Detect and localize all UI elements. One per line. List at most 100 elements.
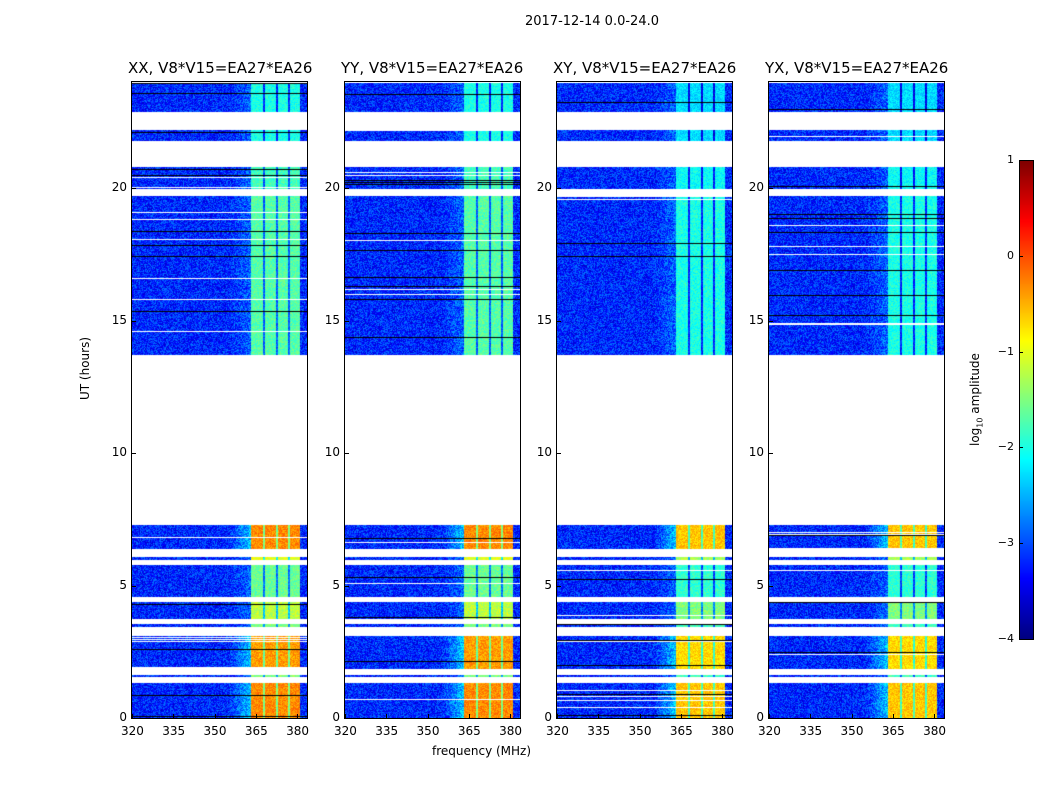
y-tick	[556, 453, 561, 454]
x-tick	[934, 714, 936, 719]
y-tick-label: 10	[536, 445, 552, 459]
x-tick	[851, 714, 853, 719]
colorbar-tick	[1019, 543, 1023, 545]
x-tick-label: 335	[375, 724, 399, 738]
x-tick-label: 335	[799, 724, 823, 738]
colorbar-tick	[1019, 639, 1023, 640]
y-tick-label: 20	[536, 180, 552, 194]
y-tick-label: 5	[756, 577, 764, 592]
y-tick-label: 20	[324, 180, 340, 194]
x-tick-label: 320	[121, 724, 144, 738]
y-tick-label: 20	[111, 180, 127, 194]
x-tick-label: 380	[499, 724, 522, 738]
y-tick-label: 20	[748, 180, 764, 194]
waterfall-image	[132, 82, 307, 718]
y-tick	[768, 718, 773, 719]
figure-title: 2017-12-14 0.0-24.0	[525, 14, 659, 29]
y-tick-label: 15	[111, 312, 127, 327]
waterfall-panel	[131, 81, 308, 719]
y-tick	[768, 585, 773, 587]
y-tick	[131, 320, 136, 322]
x-tick	[132, 714, 133, 719]
x-tick	[557, 714, 558, 719]
x-tick-label: 350	[203, 724, 227, 738]
x-tick	[468, 714, 470, 719]
x-tick	[810, 714, 812, 719]
x-tick-label: 320	[758, 724, 781, 738]
x-tick	[214, 714, 216, 719]
x-axis-label: frequency (MHz)	[432, 744, 532, 758]
y-tick	[556, 188, 561, 189]
colorbar-tick	[1019, 447, 1023, 449]
x-tick-label: 380	[923, 724, 946, 738]
x-tick-label: 365	[457, 724, 481, 738]
y-tick-label: 15	[536, 312, 552, 327]
colorbar-tick-label: 0	[1007, 248, 1014, 262]
y-tick-label: 10	[111, 445, 127, 459]
y-tick	[131, 585, 136, 587]
y-tick-label: 5	[332, 577, 340, 592]
y-tick-label: 15	[748, 312, 764, 327]
y-tick-label: 5	[544, 577, 552, 592]
waterfall-panel	[768, 81, 945, 719]
x-tick	[255, 714, 257, 719]
y-axis-label: UT (hours)	[78, 336, 92, 400]
x-tick-label: 380	[711, 724, 734, 738]
x-tick	[510, 714, 512, 719]
colorbar-label: log10 amplitude	[968, 353, 985, 446]
y-tick-label: 0	[544, 710, 552, 724]
y-tick	[131, 453, 136, 454]
y-tick	[344, 585, 349, 587]
y-tick	[556, 585, 561, 587]
x-tick	[345, 714, 346, 719]
x-tick-label: 335	[162, 724, 186, 738]
x-tick-label: 365	[669, 724, 693, 738]
x-tick-label: 320	[546, 724, 569, 738]
colorbar	[1019, 160, 1034, 640]
y-tick-label: 0	[332, 710, 340, 724]
waterfall-image	[345, 82, 520, 718]
y-tick	[768, 188, 773, 189]
y-tick-label: 10	[748, 445, 764, 459]
x-tick-label: 350	[840, 724, 864, 738]
colorbar-tick-label: −1	[997, 344, 1014, 358]
x-tick	[722, 714, 724, 719]
x-tick-label: 350	[628, 724, 652, 738]
x-tick	[892, 714, 894, 719]
y-tick	[768, 453, 773, 454]
x-tick	[598, 714, 600, 719]
x-tick-label: 365	[244, 724, 268, 738]
x-tick	[173, 714, 175, 719]
x-tick-label: 380	[286, 724, 309, 738]
y-tick	[344, 188, 349, 189]
panel-title: YY, V8*V15=EA27*EA26	[341, 59, 524, 77]
x-tick	[769, 714, 770, 719]
panel-title: XY, V8*V15=EA27*EA26	[553, 59, 737, 77]
colorbar-tick	[1019, 160, 1023, 161]
x-tick	[427, 714, 429, 719]
y-tick	[344, 718, 349, 719]
waterfall-image	[769, 82, 944, 718]
waterfall-panel	[556, 81, 733, 719]
y-tick	[344, 453, 349, 454]
x-tick	[639, 714, 641, 719]
colorbar-tick-label: −4	[997, 632, 1014, 645]
x-tick	[386, 714, 388, 719]
x-tick-label: 350	[416, 724, 440, 738]
colorbar-tick-label: 1	[1007, 153, 1014, 166]
panel-title: XX, V8*V15=EA27*EA26	[128, 59, 313, 77]
y-tick	[556, 320, 561, 322]
y-tick	[768, 320, 773, 322]
x-tick	[680, 714, 682, 719]
y-tick-label: 5	[119, 577, 127, 592]
colorbar-tick-label: −2	[997, 440, 1014, 454]
y-tick	[131, 188, 136, 189]
x-tick	[297, 714, 299, 719]
colorbar-tick-label: −3	[997, 536, 1014, 550]
panel-title: YX, V8*V15=EA27*EA26	[765, 59, 949, 77]
y-tick	[556, 718, 561, 719]
y-tick	[344, 320, 349, 322]
x-tick-label: 320	[334, 724, 357, 738]
colorbar-tick	[1019, 255, 1023, 257]
x-tick-label: 335	[587, 724, 611, 738]
